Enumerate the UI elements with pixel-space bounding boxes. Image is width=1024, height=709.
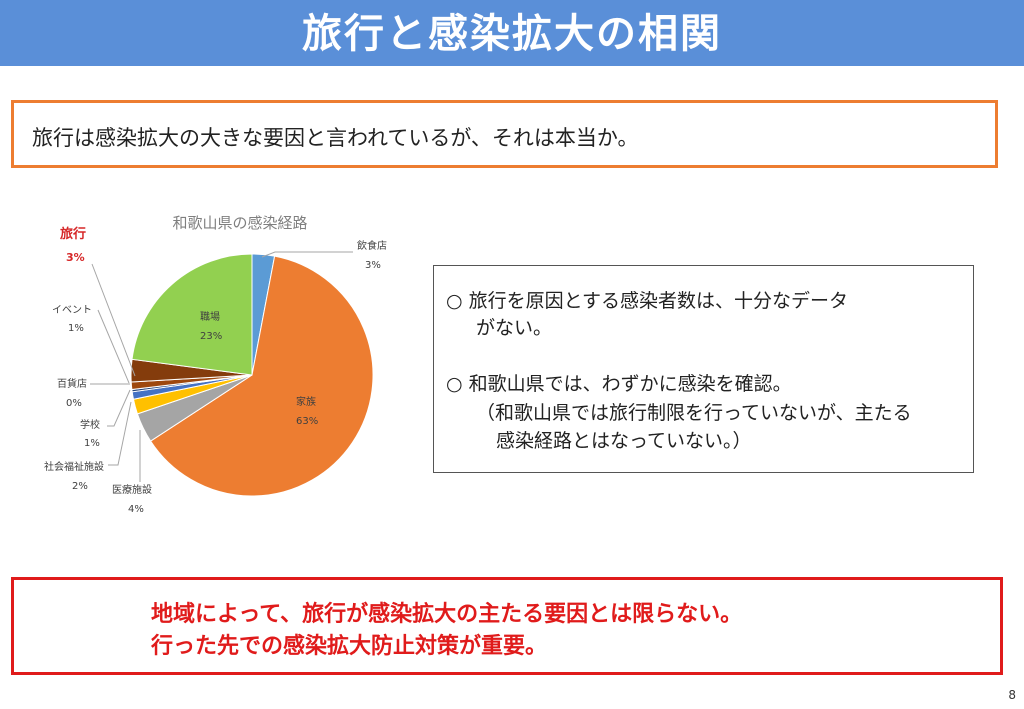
label-飲食店: 飲食店 <box>357 239 387 252</box>
label-医療施設: 医療施設 <box>112 483 152 496</box>
pct-社会福祉施設: 2% <box>72 481 88 492</box>
question-text: 旅行は感染拡大の大きな要因と言われているが、それは本当か。 <box>32 126 639 150</box>
leader-line-飲食店 <box>261 251 353 258</box>
pct-イベント: 1% <box>68 323 84 334</box>
conclusion-line-2: 行った先での感染拡大防止対策が重要。 <box>151 634 548 659</box>
label-百貨店: 百貨店 <box>57 377 87 390</box>
pct-飲食店: 3% <box>365 260 381 271</box>
title-bar: 旅行と感染拡大の相関 <box>0 0 1024 66</box>
pie-slice-職場 <box>131 253 253 376</box>
leader-line-社会福祉施設 <box>108 401 132 466</box>
pct-学校: 1% <box>84 438 100 449</box>
label-職場: 職場 <box>200 310 220 323</box>
leader-line-学校 <box>107 389 131 427</box>
pct-百貨店: 0% <box>66 398 82 409</box>
pie-chart: 和歌山県の感染経路 飲食店 3% 家族 63% 医療施設 4% 社会福祉施設 2… <box>44 214 387 515</box>
pct-家族: 63% <box>296 416 318 427</box>
pct-旅行: 3% <box>66 251 85 264</box>
key-points-box: ○ 旅行を原因とする感染者数は、十分なデータ がない。 ○ 和歌山県では、わずか… <box>433 265 974 473</box>
highlight-label: 旅行 3% <box>60 226 86 264</box>
point-1-line-1: ○ 旅行を原因とする感染者数は、十分なデータ <box>446 290 849 312</box>
pie-slices <box>130 253 374 497</box>
label-家族: 家族 <box>296 395 316 408</box>
page-number: 8 <box>1008 688 1016 702</box>
slice-labels: 飲食店 3% 家族 63% 医療施設 4% 社会福祉施設 2% 学校 1% 百貨… <box>44 239 387 515</box>
label-イベント: イベント <box>52 304 92 316</box>
pie-slice-家族 <box>149 255 374 497</box>
point-2-line-3: 感染経路とはなっていない。） <box>496 430 752 452</box>
slide-title: 旅行と感染拡大の相関 <box>302 11 722 57</box>
conclusion-line-1: 地域によって、旅行が感染拡大の主たる要因とは限らない。 <box>151 602 743 627</box>
leader-line-イベント <box>97 309 130 384</box>
point-2-line-2: （和歌山県では旅行制限を行っていないが、主たる <box>476 402 912 424</box>
question-box: 旅行は感染拡大の大きな要因と言われているが、それは本当か。 <box>11 100 998 168</box>
conclusion-box: 地域によって、旅行が感染拡大の主たる要因とは限らない。 行った先での感染拡大防止… <box>11 577 1003 675</box>
label-学校: 学校 <box>80 418 100 431</box>
label-社会福祉施設: 社会福祉施設 <box>44 460 104 473</box>
chart-title: 和歌山県の感染経路 <box>172 214 307 232</box>
leader-line-旅行 <box>91 263 136 377</box>
pct-職場: 23% <box>200 331 222 342</box>
point-1-line-2: がない。 <box>476 317 553 339</box>
point-2-line-1: ○ 和歌山県では、わずかに感染を確認。 <box>446 373 792 395</box>
pct-医療施設: 4% <box>128 504 144 515</box>
leader-lines <box>90 251 353 482</box>
label-旅行: 旅行 <box>60 226 86 242</box>
